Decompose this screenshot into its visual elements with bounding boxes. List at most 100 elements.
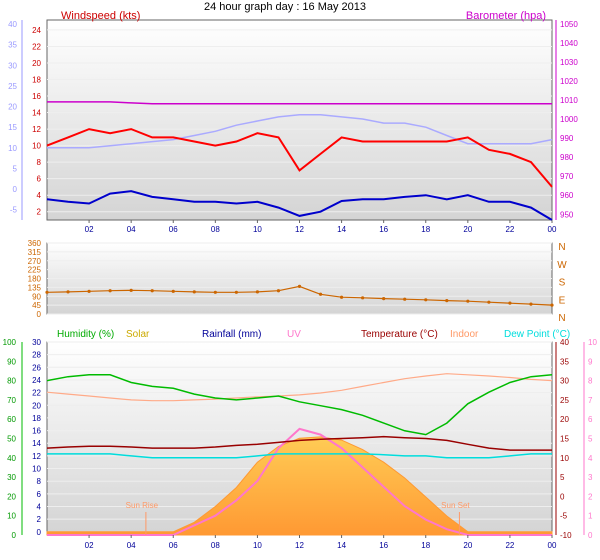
uv-tick-4: 4 [588,454,593,463]
windspeed-tick-7: 16 [32,92,41,101]
x-tick-label-10: 22 [505,541,514,550]
page-title: 24 hour graph day : 16 May 2013 [204,1,366,13]
x-tick-label-2: 06 [169,225,178,234]
legend-item-3: UV [287,329,301,340]
temperature-tick-10: 40 [560,338,569,347]
uv-tick-5: 5 [588,435,593,444]
humidity-tick-0: 0 [12,531,17,540]
temperature-tick-0: -10 [560,531,572,540]
temperature-line [46,435,552,451]
rainfall-tick-5: 10 [32,465,41,474]
uv-tick-6: 6 [588,415,593,424]
outer-series-line [47,114,553,149]
direction-point [550,303,554,307]
rainfall-tick-8: 16 [32,427,41,436]
x-tick-label-3: 08 [211,541,220,550]
uv-tick-2: 2 [588,492,593,501]
temperature-tick-3: 5 [560,473,565,482]
rainfall-tick-2: 4 [37,503,42,512]
climate-legend: Humidity (%) Solar Rainfall (mm) UV Temperat… [57,329,570,340]
temperature-tick-4: 10 [560,454,569,463]
uv-tick-7: 7 [588,396,593,405]
humidity-tick-8: 80 [7,377,16,386]
barometer-tick-3: 980 [560,153,574,162]
outer-axis-tick-2: 5 [13,164,18,173]
rainfall-tick-13: 26 [32,363,41,372]
x-tick-label-6: 14 [337,541,346,550]
x-tick-label-1: 04 [127,541,136,550]
temperature-tick-7: 25 [560,396,569,405]
x-tick-label-5: 12 [295,225,304,234]
x-tick-label-3: 08 [211,225,220,234]
windspeed-tick-5: 12 [32,125,41,134]
rainfall-tick-14: 28 [32,351,41,360]
barometer-tick-7: 1020 [560,77,578,86]
barometer-tick-10: 1050 [560,20,578,29]
rainfall-tick-0: 0 [37,528,42,537]
x-tick-label-4: 10 [253,541,262,550]
windspeed-tick-10: 22 [32,42,41,51]
x-tick-label-8: 18 [421,541,430,550]
x-tick-label-6: 14 [337,225,346,234]
x-tick-label-11: 00 [548,225,557,234]
windspeed-tick-11: 24 [32,26,41,35]
outer-axis-tick-5: 20 [8,103,17,112]
uv-tick-10: 10 [588,338,597,347]
barometer-line [47,101,552,105]
direction-tick-7: 315 [28,248,42,257]
sunset-label: Sun Set [441,501,470,510]
compass-e-3: E [559,295,566,306]
uv-axis: 0 1 2 3 4 5 6 7 8 9 10 [583,338,597,540]
x-tick-label-8: 18 [421,225,430,234]
humidity-tick-6: 60 [7,415,16,424]
legend-item-5: Indoor [450,329,479,340]
direction-tick-4: 180 [28,275,42,284]
legend-item-4: Temperature (°C) [361,329,438,340]
outer-axis-tick-3: 10 [8,144,17,153]
humidity-tick-4: 40 [7,454,16,463]
outer-axis-tick-8: 35 [8,41,17,50]
direction-tick-6: 270 [28,257,42,266]
windspeed-tick-4: 10 [32,142,41,151]
humidity-tick-1: 10 [7,512,16,521]
compass-n-4: N [558,313,565,324]
uv-tick-1: 1 [588,512,593,521]
barometer-tick-9: 1040 [560,39,578,48]
outer-axis-tick-6: 25 [8,82,17,91]
direction-tick-5: 225 [28,266,42,275]
humidity-tick-3: 30 [7,473,16,482]
legend-item-0: Humidity (%) [57,329,114,340]
rainfall-tick-12: 24 [32,376,41,385]
rainfall-tick-1: 2 [37,515,42,524]
direction-series [45,284,554,307]
direction-point [45,290,49,294]
wind-panel-x-axis: 02 04 06 08 10 12 14 16 18 20 22 00 [85,220,557,234]
x-tick-label-0: 02 [85,225,94,234]
x-tick-label-7: 16 [379,225,388,234]
x-tick-label-1: 04 [127,225,136,234]
legend-item-6: Dew Point (°C) [504,329,570,340]
compass-w-1: W [557,260,567,271]
rainfall-tick-6: 12 [32,452,41,461]
outer-axis-tick-9: 40 [8,20,17,29]
humidity-axis: 0 10 20 30 40 50 60 70 80 90 100 [3,338,23,540]
temperature-tick-2: 0 [560,492,565,501]
barometer-tick-6: 1010 [560,96,578,105]
direction-tick-2: 90 [32,292,41,301]
outer-axis-tick-7: 30 [8,61,17,70]
outer-axis-tick-4: 15 [8,123,17,132]
direction-tick-0: 0 [37,310,42,319]
x-tick-label-5: 12 [295,541,304,550]
outer-left-axis: -5 0 5 10 15 20 25 30 35 40 [8,20,23,220]
windspeed-tick-8: 18 [32,76,41,85]
windspeed-tick-1: 4 [37,191,42,200]
compass-n-0: N [558,242,565,253]
rainfall-tick-15: 30 [32,338,41,347]
rainfall-tick-7: 14 [32,439,41,448]
windspeed-tick-6: 14 [32,109,41,118]
wind-gust-line [46,128,553,188]
dew-point-line [47,453,552,459]
